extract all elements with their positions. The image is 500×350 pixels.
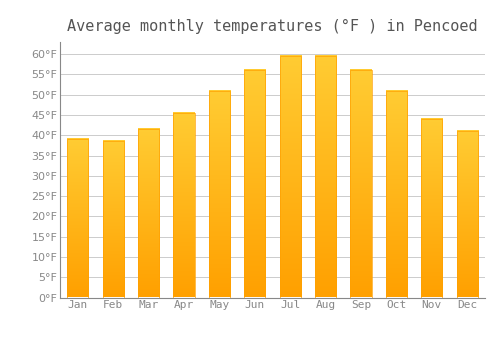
Bar xyxy=(280,56,301,298)
Bar xyxy=(67,139,88,298)
Bar xyxy=(138,129,159,298)
Bar xyxy=(456,131,478,298)
Bar xyxy=(209,91,230,298)
Bar xyxy=(102,141,124,298)
Bar xyxy=(386,91,407,298)
Bar xyxy=(244,70,266,298)
Bar xyxy=(174,113,195,297)
Bar xyxy=(421,119,442,298)
Title: Average monthly temperatures (°F ) in Pencoed: Average monthly temperatures (°F ) in Pe… xyxy=(67,19,478,34)
Bar xyxy=(350,70,372,298)
Bar xyxy=(315,56,336,298)
